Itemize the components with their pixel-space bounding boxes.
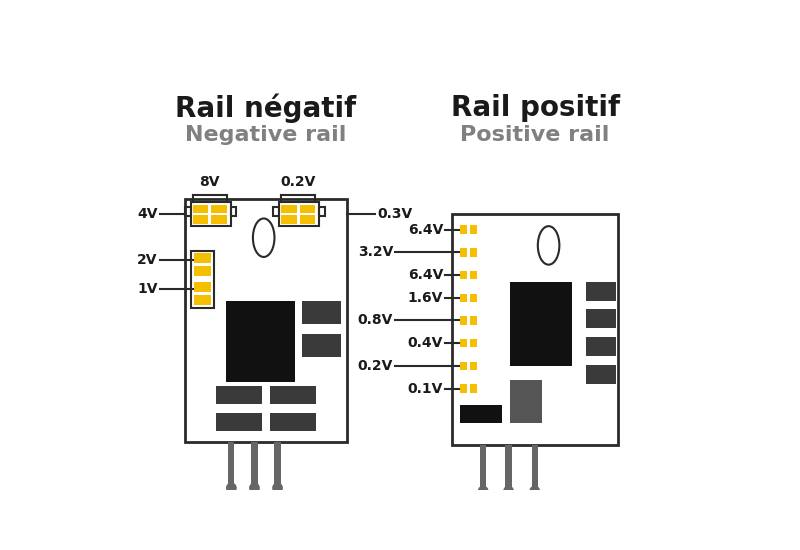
Bar — [470, 248, 477, 257]
Text: 8V: 8V — [199, 175, 220, 189]
Bar — [586, 282, 616, 301]
Ellipse shape — [538, 226, 559, 265]
Bar — [586, 309, 616, 328]
Bar — [506, 445, 512, 487]
Text: 3.2V: 3.2V — [358, 245, 393, 260]
Bar — [190, 202, 230, 226]
Bar — [282, 216, 297, 224]
Bar — [279, 202, 319, 226]
Ellipse shape — [253, 218, 274, 257]
Bar — [273, 207, 279, 216]
Bar — [194, 253, 211, 263]
Bar — [216, 412, 262, 431]
Bar — [470, 384, 477, 393]
Text: 0.4V: 0.4V — [408, 336, 443, 350]
Bar — [319, 207, 325, 216]
Bar — [211, 216, 226, 224]
Bar — [194, 266, 211, 276]
Text: 4V: 4V — [137, 207, 158, 221]
Text: 1.6V: 1.6V — [408, 291, 443, 305]
Text: Negative rail: Negative rail — [186, 125, 346, 145]
Bar — [251, 442, 258, 484]
Circle shape — [226, 482, 237, 493]
Bar — [460, 405, 502, 424]
Bar — [470, 316, 477, 324]
Bar — [216, 386, 262, 404]
Bar — [470, 271, 477, 279]
Bar — [274, 442, 281, 484]
Bar — [460, 339, 467, 348]
Bar — [452, 214, 618, 445]
Bar — [191, 251, 214, 308]
Bar — [586, 365, 616, 384]
Text: 0.3V: 0.3V — [378, 207, 413, 221]
Bar — [460, 362, 467, 370]
Text: 0.2V: 0.2V — [281, 175, 316, 189]
Bar — [460, 226, 467, 234]
Bar — [194, 295, 211, 305]
Bar — [300, 205, 315, 213]
Bar — [470, 339, 477, 348]
Circle shape — [478, 486, 489, 497]
Text: 6.4V: 6.4V — [408, 223, 443, 236]
Bar — [270, 412, 316, 431]
Bar — [532, 445, 538, 487]
Bar — [270, 386, 316, 404]
Circle shape — [503, 486, 514, 497]
Bar — [302, 334, 341, 357]
Bar — [460, 271, 467, 279]
Bar — [185, 207, 190, 216]
Text: 0.8V: 0.8V — [358, 314, 393, 327]
Bar — [193, 205, 208, 213]
Bar — [228, 442, 234, 484]
Bar — [586, 337, 616, 356]
Circle shape — [272, 482, 283, 493]
Text: 0.2V: 0.2V — [358, 359, 393, 373]
Bar — [302, 301, 341, 324]
Text: 1V: 1V — [137, 282, 158, 295]
Bar — [510, 282, 572, 366]
Bar — [230, 207, 236, 216]
Bar — [194, 282, 211, 292]
Bar — [460, 384, 467, 393]
Text: Positive rail: Positive rail — [461, 125, 610, 145]
Bar — [226, 301, 295, 382]
Bar — [460, 294, 467, 302]
Circle shape — [249, 482, 260, 493]
Text: 6.4V: 6.4V — [408, 268, 443, 282]
Bar — [470, 226, 477, 234]
Bar — [470, 294, 477, 302]
Bar — [211, 205, 226, 213]
Bar — [460, 316, 467, 324]
Text: 0.1V: 0.1V — [408, 382, 443, 395]
Bar — [480, 445, 486, 487]
Text: Rail positif: Rail positif — [450, 95, 620, 122]
Bar — [300, 216, 315, 224]
Text: Rail négatif: Rail négatif — [175, 94, 357, 123]
Text: 2V: 2V — [137, 253, 158, 267]
Bar — [282, 205, 297, 213]
Bar — [460, 248, 467, 257]
Bar — [470, 362, 477, 370]
Bar — [185, 199, 347, 442]
Bar — [193, 216, 208, 224]
Circle shape — [530, 486, 540, 497]
Bar — [510, 380, 542, 422]
